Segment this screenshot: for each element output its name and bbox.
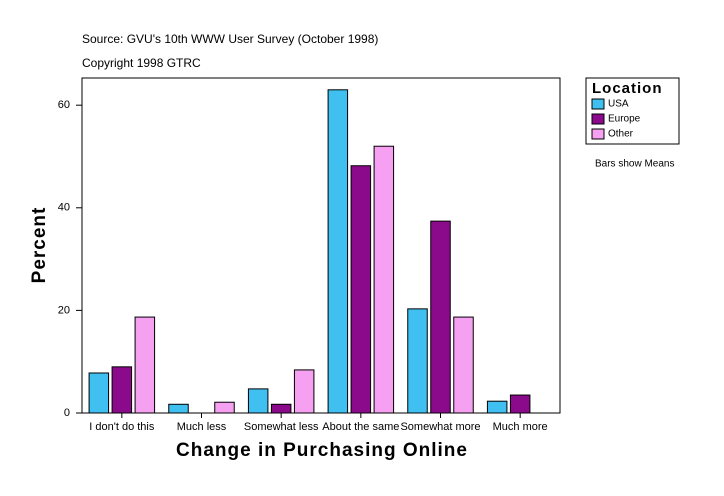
bar [350, 165, 372, 414]
bar [247, 388, 269, 414]
bar [327, 89, 349, 414]
x-tick-label: Somewhat less [244, 421, 319, 433]
y-tick-label: 0 [64, 407, 70, 419]
x-tick-label: Much less [177, 421, 227, 433]
legend-swatch [591, 113, 605, 125]
bar [134, 316, 156, 414]
bar [407, 308, 428, 414]
legend-swatch [591, 128, 605, 140]
legend-label: Europe [608, 114, 641, 125]
x-tick-label: Much more [493, 421, 548, 433]
bar [88, 372, 110, 414]
x-tick-label: Somewhat more [400, 421, 480, 433]
y-tick-label: 60 [58, 99, 70, 111]
legend-label: USA [608, 99, 629, 110]
x-tick-label: About the same [322, 421, 399, 433]
y-axis-title: Percent [29, 207, 50, 284]
legend-label: Other [608, 129, 634, 140]
bar [293, 369, 315, 414]
x-tick-label: I don't do this [89, 421, 155, 433]
y-tick-label: 20 [58, 304, 70, 316]
bar [373, 145, 395, 414]
bar [168, 403, 189, 414]
bar [509, 394, 531, 414]
annotation: Bars show Means [595, 159, 674, 170]
bar [214, 401, 235, 414]
chart-subtitle: Copyright 1998 GTRC [82, 56, 201, 70]
bar [486, 400, 508, 414]
plot-frame [81, 77, 561, 414]
bar [453, 316, 474, 414]
chart-title: Source: GVU's 10th WWW User Survey (Octo… [82, 32, 378, 46]
x-axis-title: Change in Purchasing Online [176, 440, 468, 461]
bar [111, 366, 133, 414]
bar [270, 403, 292, 414]
legend-swatch [591, 98, 605, 110]
y-tick-label: 40 [58, 202, 70, 214]
bar [430, 220, 451, 414]
legend-title: Location [592, 80, 663, 97]
